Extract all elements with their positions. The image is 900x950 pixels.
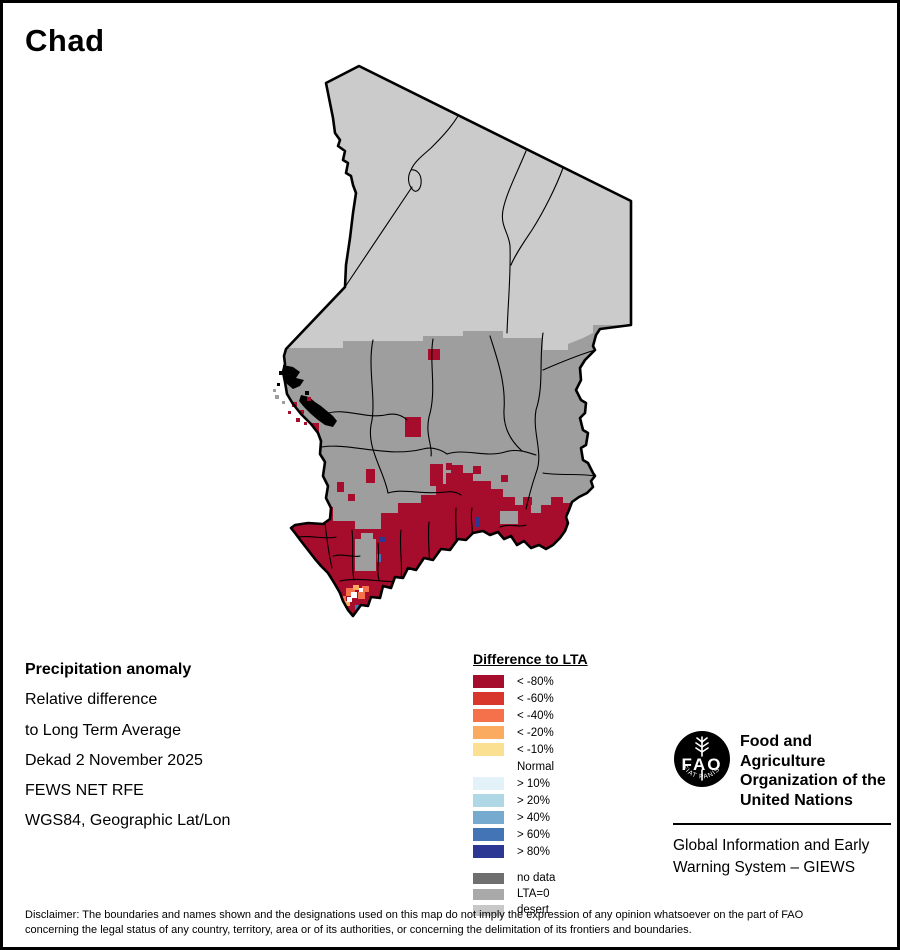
info-heading: Precipitation anomaly (25, 661, 192, 678)
legend-swatch (473, 777, 504, 790)
desert-region (283, 66, 631, 350)
legend-label: < -40% (517, 709, 554, 722)
legend-swatch (473, 845, 504, 858)
legend-label: > 20% (517, 794, 550, 807)
legend-label: > 80% (517, 845, 550, 858)
legend-row: < -60% (473, 692, 588, 705)
legend-swatch (473, 692, 504, 705)
legend-swatch (473, 794, 504, 807)
legend-row: > 60% (473, 828, 588, 841)
chad-map (273, 64, 633, 618)
info-line: to Long Term Average (25, 721, 181, 739)
info-line: FEWS NET RFE (25, 782, 144, 800)
page-title: Chad (25, 23, 105, 58)
legend-swatch (473, 743, 504, 756)
disclaimer-line: Disclaimer: The boundaries and names sho… (25, 909, 804, 921)
info-line: Relative difference (25, 691, 158, 709)
fao-logo-letters: FAO (682, 755, 723, 774)
legend-row: < -40% (473, 709, 588, 722)
legend-row: < -80% (473, 675, 588, 688)
legend-swatch (473, 675, 504, 688)
legend-label: > 40% (517, 811, 550, 824)
fao-block: FAO FIAT PANIS Food and Agriculture Orga… (673, 730, 893, 879)
legend-classes: < -80% < -60% < -40% < -20% < -10% Normal > 10… (473, 675, 588, 858)
surplus-patches (355, 517, 479, 610)
giews-name: Global Information and Early Warning Sys… (673, 837, 870, 876)
legend-label: Normal (517, 760, 555, 773)
legend-title: Difference to LTA (473, 651, 588, 667)
legend-label: < -20% (517, 726, 554, 739)
legend-row: desert (473, 904, 588, 916)
legend-row: > 40% (473, 811, 588, 824)
legend-label: > 10% (517, 777, 550, 790)
legend-swatch (473, 828, 504, 841)
legend-row: > 80% (473, 845, 588, 858)
legend-label: desert (517, 904, 549, 916)
legend-swatch (473, 904, 504, 916)
legend-label: < -60% (517, 692, 554, 705)
map-info-block: Precipitation anomaly Relative differenc… (25, 655, 230, 837)
divider (673, 823, 891, 825)
legend-label: no data (517, 872, 556, 884)
fao-logo: FAO FIAT PANIS (674, 731, 730, 787)
legend-row: > 10% (473, 777, 588, 790)
legend-row: < -20% (473, 726, 588, 739)
lake-chad (273, 365, 337, 427)
legend-swatch (473, 726, 504, 739)
legend-label: < -80% (517, 675, 554, 688)
country-border (281, 64, 633, 618)
legend: Difference to LTA < -80% < -60% < -40% < -2… (473, 651, 588, 920)
legend-row: Normal (473, 760, 588, 773)
legend-extra-classes: no data LTA=0 desert (473, 872, 588, 916)
info-line: Dekad 2 November 2025 (25, 751, 203, 769)
wheat-icon (695, 736, 709, 781)
info-line: WGS84, Geographic Lat/Lon (25, 812, 231, 830)
legend-swatch (473, 709, 504, 722)
disclaimer-line: concerning the legal status of any count… (25, 923, 692, 936)
legend-swatch (473, 811, 504, 824)
legend-swatch (473, 872, 504, 884)
disclaimer: Disclaimer: The boundaries and names sho… (25, 908, 887, 937)
legend-row: > 20% (473, 794, 588, 807)
legend-row: LTA=0 (473, 888, 588, 900)
legend-row: no data (473, 872, 588, 884)
legend-swatch (473, 760, 504, 773)
legend-row: < -10% (473, 743, 588, 756)
legend-label: > 60% (517, 828, 550, 841)
fao-org-name: Food and Agriculture Organization of the… (740, 733, 886, 809)
legend-label: < -10% (517, 743, 554, 756)
legend-swatch (473, 888, 504, 900)
legend-label: LTA=0 (517, 888, 550, 900)
